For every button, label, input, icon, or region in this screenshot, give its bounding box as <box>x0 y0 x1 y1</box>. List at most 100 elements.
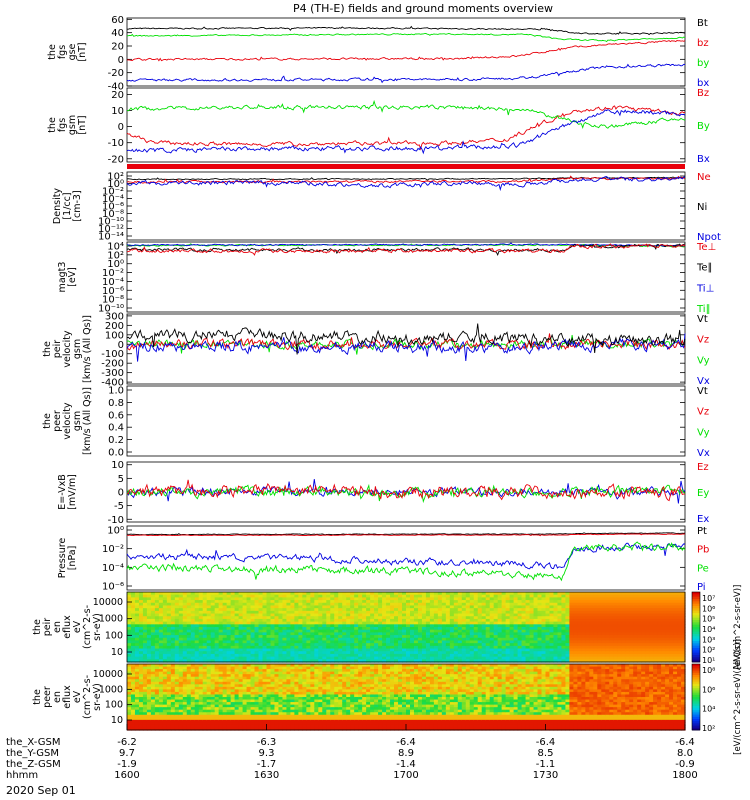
spectrogram-cell <box>649 629 654 633</box>
spectrogram-cell <box>529 653 535 658</box>
series-line-Bt <box>127 25 686 36</box>
legend-entry: Ti∥ <box>696 304 711 315</box>
spectrogram-cell <box>238 712 244 716</box>
spectrogram-cell <box>629 594 634 598</box>
spectrogram-cell <box>322 621 327 625</box>
spectrogram-cell <box>186 651 192 655</box>
spectrogram-cell <box>621 653 626 658</box>
spectrogram-cell <box>645 608 650 612</box>
spectrogram-cell <box>469 610 475 615</box>
spectrogram-cell <box>629 592 634 596</box>
spectrogram-cell <box>170 679 176 683</box>
spectrogram-cell <box>250 643 256 647</box>
spectrogram-cell <box>158 666 164 670</box>
spectrogram-cell <box>633 643 638 647</box>
spectrogram-cell <box>541 605 547 609</box>
spectrogram-cell <box>449 627 455 631</box>
spectrogram-cell <box>282 597 288 601</box>
spectrogram-cell <box>545 616 551 620</box>
spectrogram-cell <box>127 707 132 711</box>
spectrogram-cell <box>346 643 351 647</box>
spectrogram-cell <box>274 671 280 675</box>
spectrogram-cell <box>127 689 132 693</box>
spectrogram-cell <box>521 624 527 628</box>
spectrogram-cell <box>294 602 299 607</box>
spectrogram-cell <box>374 648 379 652</box>
spectrogram-cell <box>629 640 634 644</box>
spectrogram-cell <box>206 637 212 642</box>
spectrogram-cell <box>178 719 184 723</box>
spectrogram-cell <box>629 610 634 615</box>
spectrogram-cell <box>370 608 375 612</box>
spectrogram-cell <box>489 600 495 604</box>
spectrogram-cell <box>366 608 371 612</box>
spectrogram-cell <box>290 648 295 652</box>
spectrogram-cell <box>513 656 519 660</box>
spectrogram-cell <box>258 635 264 639</box>
spectrogram-cell <box>130 691 136 696</box>
spectrogram-cell <box>378 610 383 615</box>
spectrogram-cell <box>429 651 435 655</box>
spectrogram-cell <box>525 640 531 644</box>
spectrogram-cell <box>242 643 248 647</box>
spectrogram-cell <box>170 714 176 718</box>
spectrogram-cell <box>669 656 674 660</box>
spectrogram-cell <box>266 659 272 663</box>
spectrogram-cell <box>557 632 563 636</box>
spectrogram-cell <box>158 635 164 639</box>
spectrogram-cell <box>366 605 371 609</box>
spectrogram-cell <box>226 684 232 688</box>
spectrogram-cell <box>489 656 495 660</box>
colorbar-tick-label: 10² <box>702 646 715 655</box>
spectrogram-cell <box>541 659 547 663</box>
spectrogram-cell <box>485 645 491 650</box>
spectrogram-cell <box>218 605 224 609</box>
spectrogram-cell <box>629 624 634 628</box>
spectrogram-cell <box>238 635 244 639</box>
spectrogram-cell <box>330 653 335 658</box>
spectrogram-cell <box>533 643 539 647</box>
spectrogram-cell <box>266 694 272 698</box>
spectrogram-cell <box>162 600 168 604</box>
spectrogram-cell <box>127 594 132 598</box>
spectrogram-cell <box>481 643 487 647</box>
spectrogram-cell <box>170 651 176 655</box>
spectrogram-cell <box>278 624 284 628</box>
spectrogram-cell <box>637 624 642 628</box>
spectrogram-cell <box>390 600 395 604</box>
spectrogram-cell <box>158 717 164 721</box>
spectrogram-cell <box>465 659 471 663</box>
spectrogram-cell <box>398 627 403 631</box>
spectrogram-cell <box>346 627 351 631</box>
spectrogram-cell <box>465 656 471 660</box>
spectrogram-cell <box>262 722 268 726</box>
spectrogram-cell <box>166 613 172 617</box>
spectrogram-cell <box>469 608 475 612</box>
spectrogram-cell <box>214 613 220 617</box>
colorbar-tick-label: 10¹ <box>702 656 715 665</box>
spectrogram-cell <box>154 717 160 721</box>
spectrogram-cell <box>433 613 439 617</box>
spectrogram-cell <box>274 613 280 617</box>
spectrogram-cell <box>150 653 156 658</box>
spectrogram-cell <box>617 610 622 615</box>
spectrogram-cell <box>230 605 236 609</box>
spectrogram-cell <box>573 629 578 633</box>
spectrogram-cell <box>162 697 168 701</box>
spectrogram-cell <box>222 664 228 668</box>
spectrogram-cell <box>330 645 335 650</box>
spectrogram-cell <box>429 610 435 615</box>
spectrogram-cell <box>274 597 280 601</box>
spectrogram-cell <box>362 632 367 636</box>
spectrogram-cell <box>178 616 184 620</box>
spectrogram-cell <box>637 608 642 612</box>
spectrogram-cell <box>597 640 602 644</box>
spectrogram-cell <box>505 629 511 633</box>
spectrogram-cell <box>186 669 192 673</box>
spectrogram-cell <box>358 602 363 607</box>
spectrogram-cell <box>633 629 638 633</box>
spectrogram-cell <box>214 643 220 647</box>
spectrogram-cell <box>194 714 200 718</box>
spectrogram-cell <box>533 610 539 615</box>
spectrogram-cell <box>222 727 228 731</box>
